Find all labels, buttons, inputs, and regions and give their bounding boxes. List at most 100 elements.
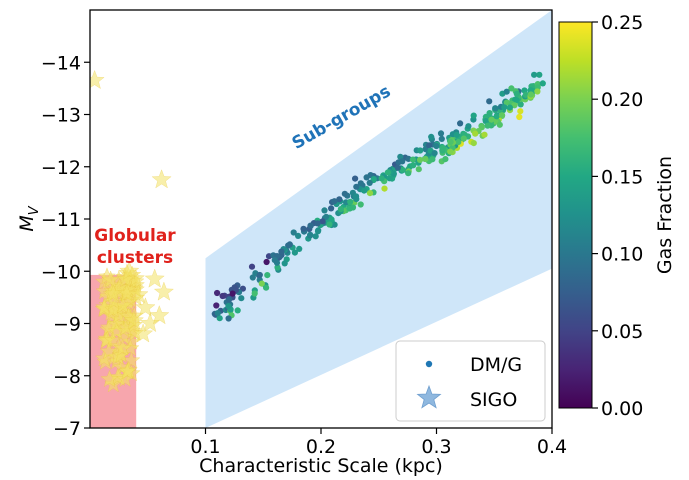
dmg-point [296,245,303,252]
colorbar-label: Gas Fraction [654,156,676,274]
sigo-point [117,283,136,302]
dmg-point [486,98,493,105]
dmg-point [429,156,436,163]
dmg-point [290,229,297,236]
dmg-point [357,201,364,208]
sigo-point [149,305,170,325]
dmg-point [438,135,445,142]
dmg-point [378,175,385,182]
dmg-point [328,205,335,212]
subgroups-region [205,10,552,428]
dmg-point [499,112,506,119]
colorbar-tick-label: 0.20 [601,89,643,111]
dmg-point [426,142,433,149]
sigo-point [101,270,120,288]
dmg-point [503,88,510,95]
sigo-point [133,323,154,343]
dmg-point [295,232,302,239]
globular-label-line2: clusters [97,248,173,268]
dmg-point [278,248,285,255]
dmg-point [496,121,503,128]
dmg-point [251,290,258,297]
dmg-point [256,271,263,279]
globular-label-line1: Globular [94,226,176,246]
dmg-point [286,241,293,248]
dmg-point [512,96,519,103]
sigo-point [135,297,156,317]
dmg-point [516,113,523,121]
dmg-point [534,88,541,95]
dmg-point [527,91,535,98]
colorbar-tick-label: 0.25 [601,12,643,34]
dmg-point [307,222,314,229]
sigo-point [151,169,172,189]
colorbar-tick-label: 0.10 [601,244,643,266]
dmg-point [417,147,424,154]
x-tick-label: 0.3 [421,436,451,458]
sigo-point [119,260,140,280]
dmg-point [274,264,281,271]
x-axis-label: Characteristic Scale (kpc) [199,455,443,477]
dmg-point [470,112,477,119]
legend-sigo-marker [416,384,442,409]
y-axis-ticks: −14 −13 −12 −11 −10 −9 −8 −7 [41,52,90,440]
sigo-point [99,341,118,360]
dmg-point [323,213,330,220]
sigo-point [128,284,149,304]
sigo-point [144,268,165,288]
legend-dmg-marker [425,360,433,368]
dmg-point [513,90,520,97]
dmg-point [457,120,464,127]
dmg-point [216,315,223,322]
dmg-point [238,295,245,302]
colorbar-gradient [558,21,593,409]
dmg-point [229,290,236,297]
colorbar-ticks: 0.00 0.05 0.10 0.15 0.20 0.25 [592,12,643,420]
sigo-point [123,310,144,330]
dmg-point [439,144,446,151]
y-tick-label: −8 [53,366,81,388]
dmg-point [447,148,454,155]
dmg-point [328,216,335,223]
dmg-point [321,207,328,214]
dmg-point [361,187,368,194]
dmg-point [447,138,454,146]
x-tick-label: 0.4 [537,436,567,458]
dmg-point [331,198,338,205]
dmg-point [307,231,314,238]
colorbar-tick-label: 0.00 [601,398,643,420]
dmg-point [271,257,278,264]
dmg-point [248,263,256,270]
dmg-point [481,131,488,138]
dmg-point [472,130,479,137]
dmg-point [263,284,270,291]
dmg-point [493,113,500,120]
dmg-point [428,133,435,140]
dmg-point [353,193,360,200]
colorbar-tick-label: 0.05 [601,321,643,343]
dmg-point [337,206,344,213]
dmg-point [225,303,232,310]
dmg-point [431,150,438,157]
sigo-point [104,291,123,310]
dmg-point [366,179,373,186]
y-tick-label: −7 [53,418,81,440]
y-axis-label: MV [16,205,42,231]
dmg-point [219,292,226,300]
dmg-point [363,174,370,181]
dmg-point [410,162,417,169]
dmg-point [214,310,221,317]
y-axis-label-main: M [16,215,38,231]
sigo-point [100,369,119,388]
dmg-point [484,122,491,129]
dmg-point [386,175,393,182]
x-tick-label: 0.1 [190,436,220,458]
dmg-point [422,155,429,163]
sigo-point [113,338,132,356]
dmg-point [399,158,406,165]
dmg-point [366,190,374,197]
dmg-point [384,169,391,176]
dmg-point [455,139,462,146]
dmg-point [511,102,518,109]
